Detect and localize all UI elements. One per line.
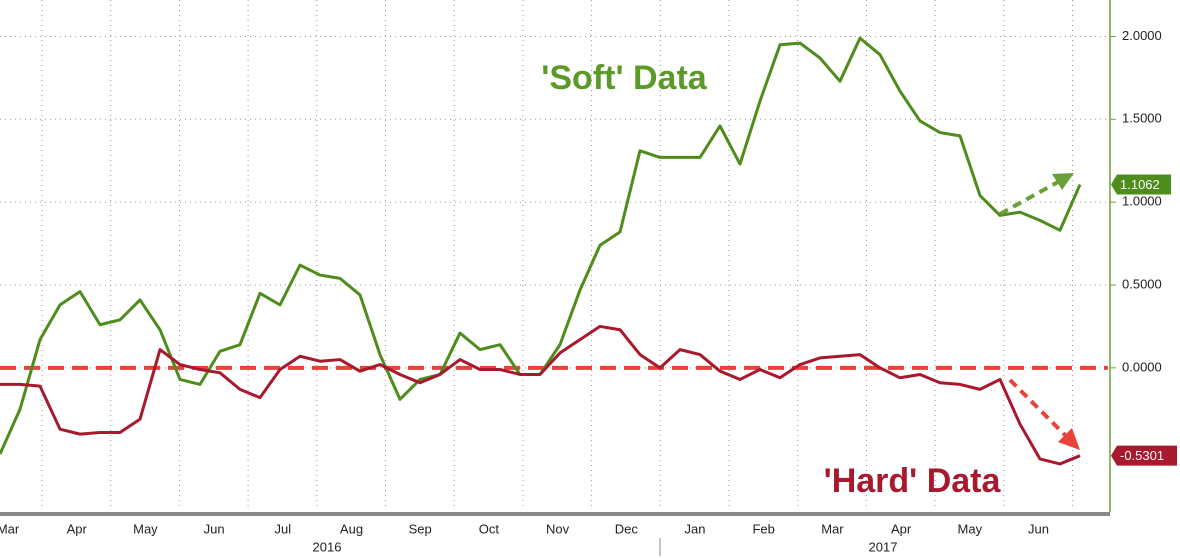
x-tick-label: Jun bbox=[1028, 521, 1049, 536]
x-tick-label: Dec bbox=[615, 521, 639, 536]
x-tick-label: Sep bbox=[409, 521, 432, 536]
x-tick-label: Feb bbox=[752, 521, 774, 536]
y-tick-label: 2.0000 bbox=[1122, 28, 1162, 43]
x-tick-label: Mar bbox=[821, 521, 844, 536]
last-value-label: -0.5301 bbox=[1120, 448, 1164, 463]
year-label: 2016 bbox=[313, 539, 342, 554]
y-tick-label: 0.5000 bbox=[1122, 276, 1162, 291]
x-tick-label: Jan bbox=[685, 521, 706, 536]
x-tick-label: May bbox=[133, 521, 158, 536]
y-tick-label: 0.0000 bbox=[1122, 359, 1162, 374]
x-tick-label: Mar bbox=[0, 521, 20, 536]
last-value-label: 1.1062 bbox=[1120, 177, 1160, 192]
x-tick-label: May bbox=[958, 521, 983, 536]
x-tick-label: Nov bbox=[546, 521, 570, 536]
arrow-soft bbox=[999, 173, 1074, 216]
y-tick-label: 1.0000 bbox=[1122, 194, 1162, 209]
x-axis bbox=[0, 512, 1110, 516]
x-tick-label: Aug bbox=[340, 521, 363, 536]
y-tick-label: 1.5000 bbox=[1122, 111, 1162, 126]
x-tick-label: Oct bbox=[479, 521, 500, 536]
x-tick-label: Apr bbox=[891, 521, 912, 536]
grid bbox=[0, 0, 1108, 510]
x-tick-label: Jul bbox=[274, 521, 291, 536]
year-label: 2017 bbox=[869, 539, 898, 554]
arrow-hard bbox=[1008, 378, 1080, 450]
annotation: 'Soft' Data bbox=[541, 59, 707, 97]
x-tick-label: Jun bbox=[204, 521, 225, 536]
x-tick-label: Apr bbox=[67, 521, 88, 536]
series-line bbox=[0, 36, 1082, 455]
last-value-tag bbox=[1111, 445, 1177, 466]
lines bbox=[0, 36, 1108, 466]
last-value-tag bbox=[1111, 174, 1171, 195]
annotation: 'Hard' Data bbox=[824, 462, 1002, 500]
series-line bbox=[0, 324, 1081, 466]
